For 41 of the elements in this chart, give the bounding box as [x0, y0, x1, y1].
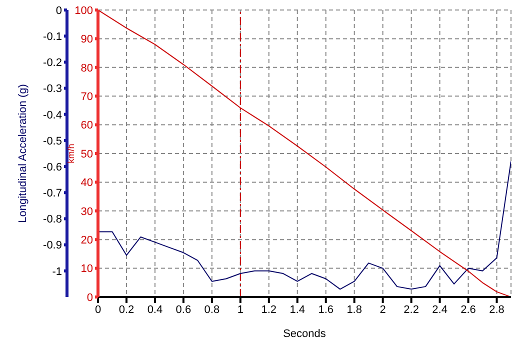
- y-tick-label: 0: [56, 4, 62, 17]
- x-axis-title: Seconds: [283, 328, 326, 340]
- y-tick-label: -0.6: [43, 161, 62, 174]
- y2-tick-label: 30: [80, 206, 93, 218]
- line-series: [98, 160, 511, 290]
- y-tick-label: -0.2: [43, 57, 62, 70]
- y2-tick-label: 20: [80, 234, 93, 247]
- y-axis-title: Longitudinal Acceleration (g): [16, 84, 29, 223]
- y-tick-label: -0.4: [43, 109, 62, 122]
- x-tick-label: 2.6: [460, 304, 476, 316]
- x-tick-label: 1.4: [290, 304, 306, 316]
- x-tick-label: 0.4: [147, 304, 163, 316]
- y-tick-label: -0.8: [43, 214, 62, 226]
- x-tick-label: 2.4: [432, 304, 448, 316]
- y-tick-label: -0.7: [43, 188, 62, 200]
- y2-tick-label: 60: [80, 120, 93, 132]
- y-tick-label: -0.9: [43, 240, 62, 252]
- y-tick-label: -0.3: [43, 83, 62, 96]
- y2-tick-label: 80: [80, 62, 93, 74]
- y-tick-label: -0.5: [43, 135, 62, 148]
- y2-tick-label: 90: [80, 34, 93, 46]
- y-tick-label: -0.1: [43, 30, 62, 43]
- y2-tick-label: 100: [74, 4, 93, 17]
- y2-axis-title: km/h: [66, 144, 76, 164]
- x-tick-label: 0.6: [176, 304, 192, 316]
- x-tick-label: 2: [380, 304, 386, 316]
- x-tick-label: 2.2: [404, 304, 419, 316]
- x-tick-label: 1.2: [261, 304, 277, 316]
- y2-tick-label: 50: [80, 148, 93, 160]
- y2-tick-label: 70: [80, 91, 93, 104]
- y2-tick-label: 10: [80, 263, 93, 276]
- y2-tick-label: 0: [86, 292, 93, 304]
- x-tick-label: 2.8: [489, 304, 504, 316]
- x-tick-label: 1.8: [346, 304, 362, 316]
- x-tick-label: 0.2: [118, 304, 134, 316]
- y2-tick-label: 40: [80, 177, 93, 190]
- x-tick-label: 0.8: [204, 304, 220, 316]
- y-tick-label: -1: [52, 266, 62, 278]
- x-tick-label: 0: [94, 304, 102, 316]
- x-tick-label: 1.6: [318, 304, 334, 316]
- x-tick-label: 1: [237, 304, 244, 316]
